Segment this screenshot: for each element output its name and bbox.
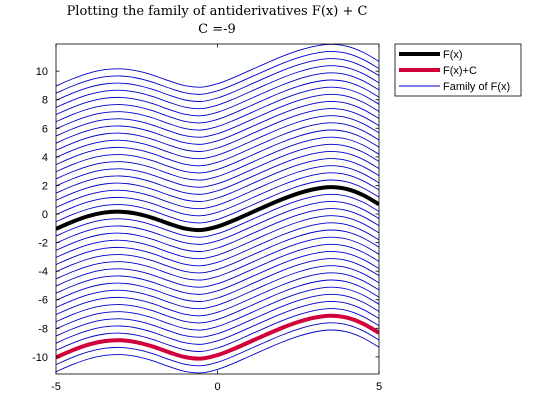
family-curve [56,65,379,110]
family-curve [56,243,379,288]
legend[interactable]: F(x) F(x)+C Family of F(x) [394,43,522,97]
y-tick-label: -4 [38,266,48,278]
family-curve [56,115,379,160]
y-tick-label: 10 [36,66,48,78]
family-curve [56,322,379,367]
y-tick-label: 0 [42,209,48,221]
family-curve [56,293,379,338]
family-curve [56,193,379,238]
axis-ticks: -10 -8 -6 -4 -2 0 2 4 6 8 10 -5 0 5 [32,44,382,393]
series-fx-plus-c-line [56,313,379,361]
chart-title: Plotting the family of antiderivatives F… [67,4,368,19]
family-curve [56,258,379,302]
family-curve [56,44,379,88]
y-tick-label: -6 [38,295,48,307]
family-curve [56,329,379,374]
family-curve [56,279,379,324]
y-tick-label: 6 [42,123,48,135]
chart-subtitle: C =-9 [198,22,236,37]
family-curve [56,72,379,117]
family-curve [56,122,379,167]
y-tick-label: -8 [38,323,48,335]
y-tick-label: 8 [42,95,48,107]
family-curve [56,158,379,202]
family-curve [56,208,379,252]
family-curve [56,179,379,224]
family-curve [56,108,379,152]
family-curve [56,129,379,174]
legend-label-fx: F(x) [443,49,463,61]
family-curve [56,165,379,210]
family-curve [56,236,379,281]
y-tick-label: -2 [38,238,48,250]
family-curve [56,308,379,352]
family-curve [56,222,379,267]
y-tick-label: 2 [42,180,48,192]
family-curve [56,86,379,131]
family-curve [56,172,379,217]
family-curve [56,136,379,181]
family-curve [56,300,379,345]
family-curve [56,200,379,245]
x-tick-label: 5 [376,381,382,393]
series-fx-line [56,185,379,233]
family-curve [56,79,379,124]
y-tick-label: -10 [32,352,48,364]
family-curve [56,229,379,274]
x-tick-label: -5 [51,381,61,393]
family-curve [56,265,379,310]
family-curve [56,143,379,188]
family-curve [56,272,379,317]
family-curve [56,315,379,360]
family-curve [56,250,379,295]
family-curve [56,286,379,331]
legend-label-fx-plus-c: F(x)+C [443,65,477,77]
plot-area [56,44,379,374]
family-curve [56,50,379,95]
legend-label-family: Family of F(x) [443,81,510,93]
family-curve [56,58,379,102]
x-tick-label: 0 [214,381,220,393]
family-curve [56,93,379,138]
y-tick-label: 4 [42,152,48,164]
family-curve [56,215,379,260]
family-curve [56,100,379,145]
family-curve [56,150,379,195]
